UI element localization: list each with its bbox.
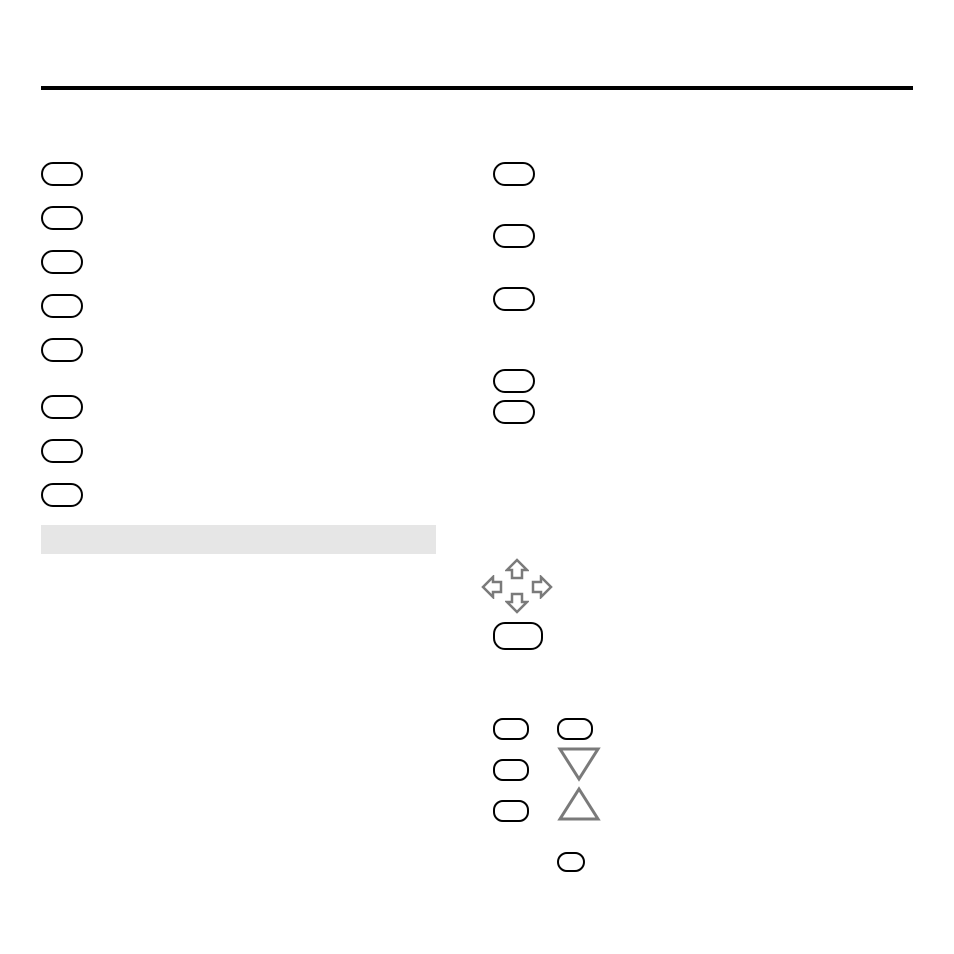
blank-button[interactable] — [41, 206, 83, 230]
blank-button[interactable] — [557, 718, 593, 740]
arrow-up-icon — [505, 558, 529, 580]
grey-band — [41, 525, 436, 554]
blank-button[interactable] — [493, 287, 535, 311]
arrow-down-icon — [505, 592, 529, 614]
blank-button[interactable] — [41, 162, 83, 186]
blank-button[interactable] — [493, 759, 529, 781]
blank-button[interactable] — [41, 294, 83, 318]
blank-button[interactable] — [493, 400, 535, 424]
triangle-down-icon — [557, 746, 601, 782]
blank-button[interactable] — [493, 622, 543, 650]
blank-button[interactable] — [41, 439, 83, 463]
blank-button[interactable] — [557, 852, 585, 872]
arrow-right-icon — [531, 575, 553, 599]
blank-button[interactable] — [41, 395, 83, 419]
page — [0, 0, 954, 954]
top-rule — [41, 86, 913, 90]
blank-button[interactable] — [41, 483, 83, 507]
blank-button[interactable] — [493, 800, 529, 822]
blank-button[interactable] — [41, 250, 83, 274]
blank-button[interactable] — [493, 224, 535, 248]
blank-button[interactable] — [41, 338, 83, 362]
blank-button[interactable] — [493, 162, 535, 186]
triangle-up-icon — [557, 786, 601, 822]
arrow-left-icon — [481, 575, 503, 599]
blank-button[interactable] — [493, 718, 529, 740]
blank-button[interactable] — [493, 369, 535, 393]
